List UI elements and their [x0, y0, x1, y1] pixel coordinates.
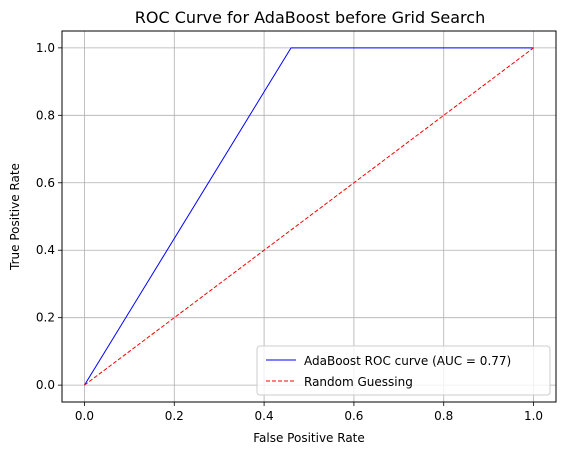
- y-axis-label: True Positive Rate: [8, 163, 22, 271]
- plot-frame: [61, 30, 557, 403]
- grid-lines: [62, 31, 556, 402]
- y-tick-label: 0.6: [36, 176, 55, 190]
- legend-label-random-guessing: Random Guessing: [304, 375, 413, 389]
- x-tick-label: 1.0: [524, 409, 543, 423]
- y-tick-label: 0.0: [36, 378, 55, 392]
- random-guessing-line: [84, 47, 534, 386]
- legend-frame: [256, 345, 551, 396]
- x-tick-label: 0.2: [165, 409, 184, 423]
- plot-series: [84, 47, 534, 386]
- x-axis-label: False Positive Rate: [253, 431, 365, 445]
- x-tick-label: 0.6: [344, 409, 363, 423]
- y-tick-label: 1.0: [36, 41, 55, 55]
- y-axis-ticks: 0.0 0.2 0.4 0.6 0.8 1.0: [36, 41, 62, 392]
- x-tick-label: 0.0: [75, 409, 94, 423]
- x-axis-ticks: 0.0 0.2 0.4 0.6 0.8 1.0: [75, 402, 543, 423]
- x-tick-label: 0.8: [434, 409, 453, 423]
- chart-title: ROC Curve for AdaBoost before Grid Searc…: [135, 8, 485, 27]
- y-tick-label: 0.2: [36, 311, 55, 325]
- adaboost-roc-line: [84, 47, 534, 386]
- legend: AdaBoost ROC curve (AUC = 0.77) Random G…: [256, 345, 551, 396]
- y-tick-label: 0.8: [36, 108, 55, 122]
- y-tick-label: 0.4: [36, 243, 55, 257]
- x-tick-label: 0.4: [255, 409, 274, 423]
- legend-label-adaboost: AdaBoost ROC curve (AUC = 0.77): [304, 354, 511, 368]
